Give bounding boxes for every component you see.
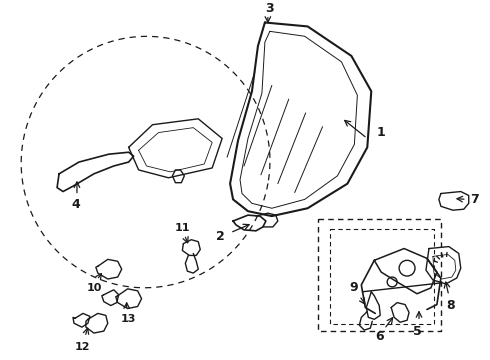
Text: 4: 4 <box>72 198 80 211</box>
Text: 10: 10 <box>87 283 102 293</box>
Text: 3: 3 <box>266 2 274 15</box>
Text: 2: 2 <box>216 230 224 243</box>
Text: 12: 12 <box>75 342 91 352</box>
Text: 8: 8 <box>446 299 455 312</box>
Text: 6: 6 <box>375 330 384 343</box>
Text: 9: 9 <box>349 282 358 294</box>
Text: 11: 11 <box>174 223 190 233</box>
Text: 5: 5 <box>413 325 421 338</box>
Text: 13: 13 <box>121 314 136 324</box>
Text: 1: 1 <box>377 126 386 139</box>
Text: 7: 7 <box>470 193 479 206</box>
